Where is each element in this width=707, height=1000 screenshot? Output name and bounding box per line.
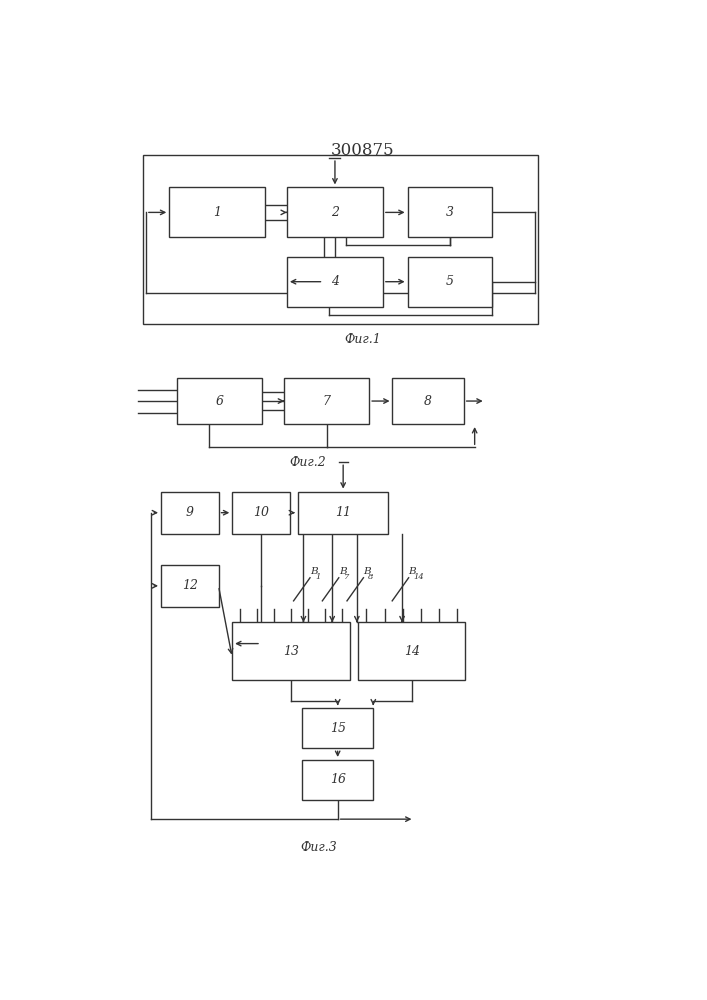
Bar <box>302 760 373 800</box>
Text: 8: 8 <box>368 573 374 581</box>
Text: 13: 13 <box>283 645 299 658</box>
Text: 1: 1 <box>315 573 320 581</box>
Text: 10: 10 <box>253 506 269 519</box>
Bar <box>407 187 493 237</box>
Text: B: B <box>363 567 371 576</box>
Text: 6: 6 <box>216 395 224 408</box>
Text: 14: 14 <box>414 573 424 581</box>
Text: B: B <box>339 567 346 576</box>
Text: 11: 11 <box>335 506 351 519</box>
Bar <box>144 155 538 324</box>
Bar <box>177 378 262 424</box>
Text: 5: 5 <box>446 275 454 288</box>
Text: 7: 7 <box>322 395 331 408</box>
Text: 3: 3 <box>446 206 454 219</box>
Bar <box>232 492 290 534</box>
Bar <box>161 492 218 534</box>
Text: 8: 8 <box>424 395 432 408</box>
Text: 15: 15 <box>329 722 346 735</box>
Bar <box>302 708 373 748</box>
Text: Фиг.2: Фиг.2 <box>289 456 326 469</box>
Text: 9: 9 <box>186 506 194 519</box>
Text: 2: 2 <box>331 206 339 219</box>
Text: 4: 4 <box>331 275 339 288</box>
Bar <box>407 257 493 307</box>
Text: 14: 14 <box>404 645 420 658</box>
Bar <box>392 378 464 424</box>
Bar <box>287 187 383 237</box>
Text: 7: 7 <box>344 573 349 581</box>
Bar <box>284 378 369 424</box>
Text: 12: 12 <box>182 579 198 592</box>
Bar <box>232 622 350 680</box>
Bar <box>287 257 383 307</box>
Text: 16: 16 <box>329 773 346 786</box>
Text: Фиг.1: Фиг.1 <box>344 333 380 346</box>
Bar <box>358 622 465 680</box>
Bar <box>161 565 218 607</box>
Text: 1: 1 <box>213 206 221 219</box>
Text: B: B <box>310 567 317 576</box>
Text: Фиг.3: Фиг.3 <box>300 841 337 854</box>
Bar <box>169 187 265 237</box>
Text: 300875: 300875 <box>331 142 394 159</box>
Bar <box>298 492 388 534</box>
Text: B: B <box>409 567 416 576</box>
